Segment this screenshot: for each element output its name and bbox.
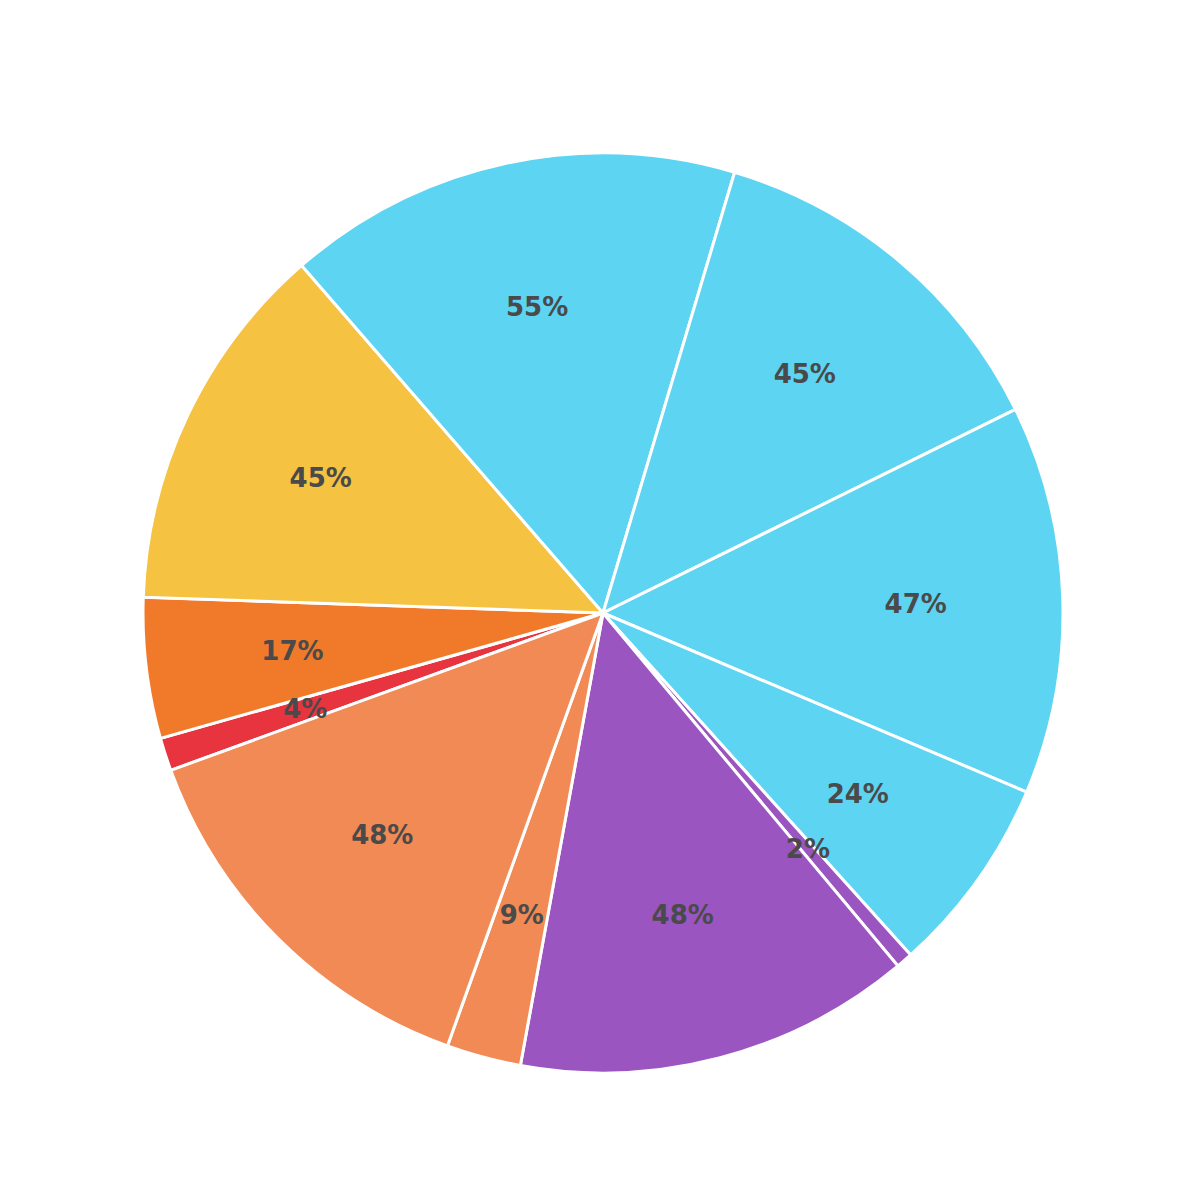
svg-text:17%: 17%: [261, 636, 323, 666]
svg-text:47%: 47%: [885, 589, 947, 619]
svg-text:9%: 9%: [500, 900, 544, 930]
svg-text:4%: 4%: [283, 694, 327, 724]
svg-text:48%: 48%: [351, 820, 413, 850]
svg-text:45%: 45%: [290, 463, 352, 493]
svg-text:45%: 45%: [774, 359, 836, 389]
svg-text:55%: 55%: [506, 292, 568, 322]
svg-text:24%: 24%: [827, 779, 889, 809]
svg-text:48%: 48%: [652, 900, 714, 930]
svg-text:2%: 2%: [786, 834, 830, 864]
